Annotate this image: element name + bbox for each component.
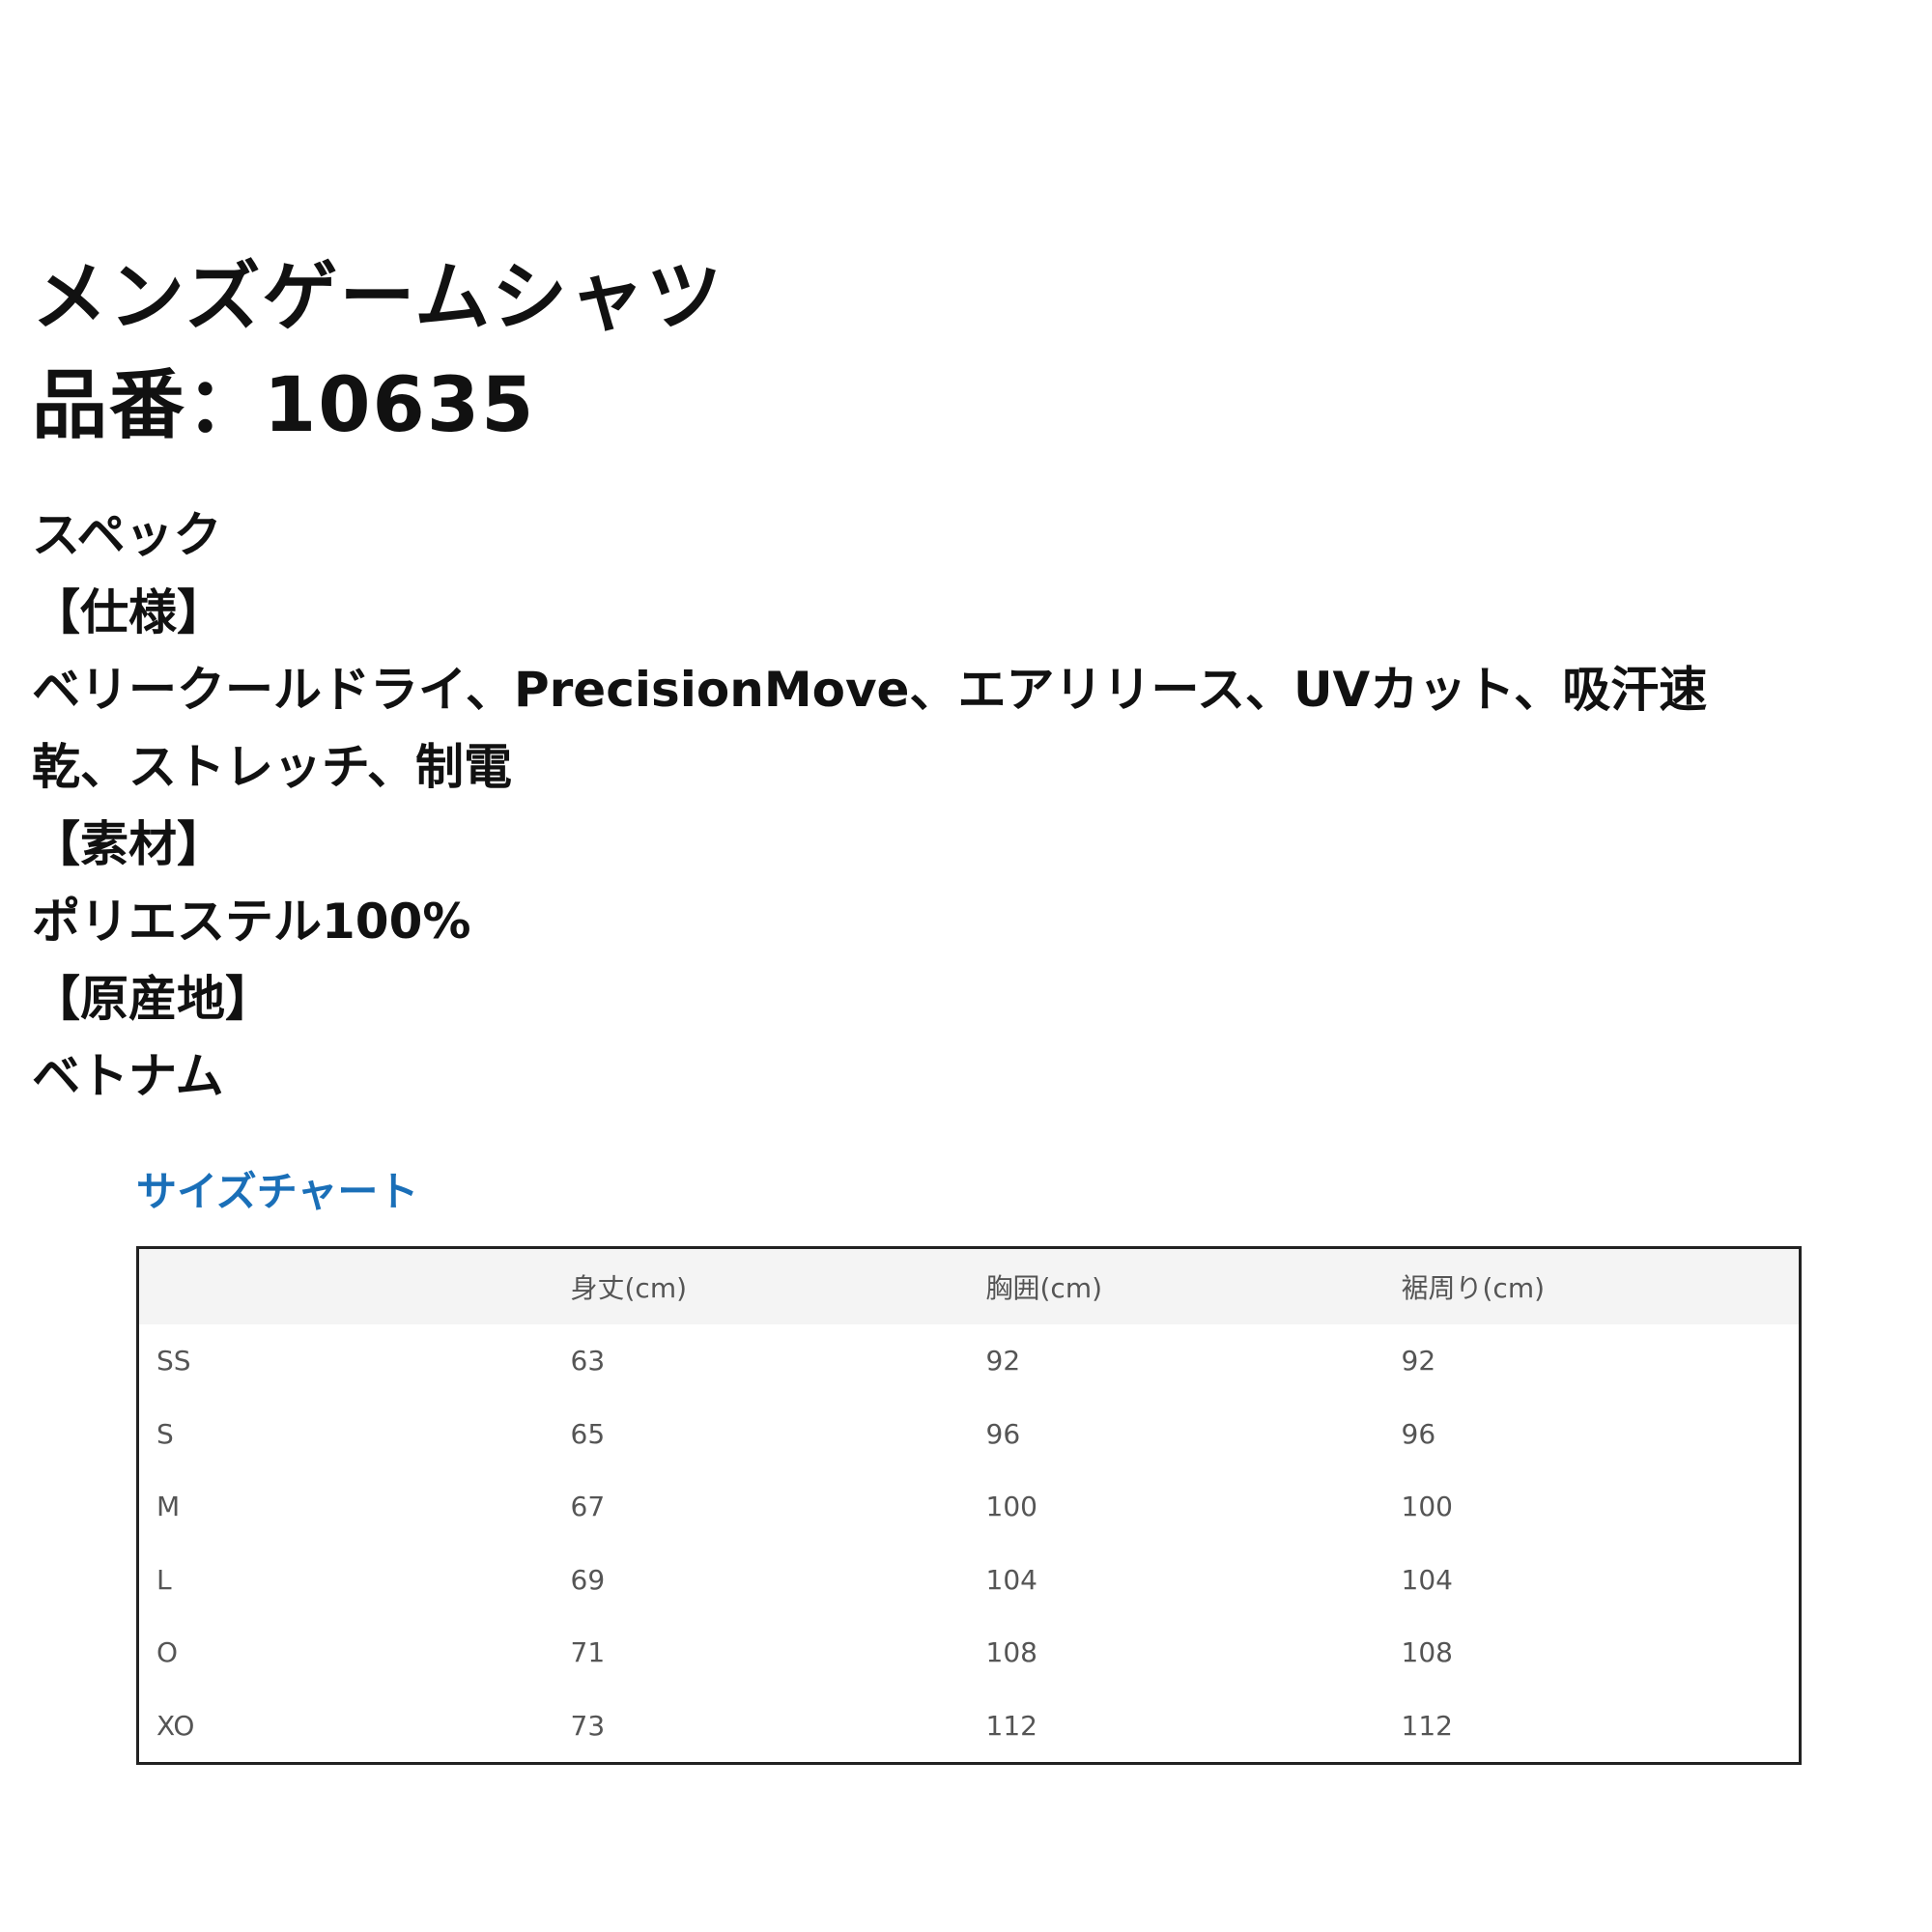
measurement-cell: 104 xyxy=(985,1563,1037,1596)
spec-material: ポリエステル100% xyxy=(32,894,471,950)
spec-features-cont: 乾、ストレッチ、制電 xyxy=(32,739,512,795)
column-header xyxy=(137,1247,554,1324)
spec-heading: スペック xyxy=(32,507,222,563)
measurement-cell: 100 xyxy=(1401,1491,1453,1523)
table-row: M 67 100 100 xyxy=(138,1470,1801,1544)
column-header: 裾周り(cm) xyxy=(1383,1247,1801,1324)
measurement-cell: 73 xyxy=(570,1709,606,1742)
table-row: L 69 104 104 xyxy=(138,1544,1801,1617)
table-header-row: 身丈(cm) 胸囲(cm) 裾周り(cm) xyxy=(137,1247,1801,1324)
spec-material-label: 【素材】 xyxy=(32,816,225,872)
spec-features: ベリークールドライ、PrecisionMove、エアリリース、UVカット、吸汗速 xyxy=(32,662,1708,718)
table-row: XO 73 112 112 xyxy=(138,1690,1801,1764)
measurement-cell: 104 xyxy=(1401,1563,1453,1596)
measurement-cell: 96 xyxy=(985,1417,1021,1450)
measurement-cell: 65 xyxy=(570,1417,606,1450)
measurement-cell: 92 xyxy=(985,1345,1021,1378)
size-label: SS xyxy=(156,1345,191,1378)
product-name: メンズゲームシャツ xyxy=(32,254,724,341)
size-label: S xyxy=(156,1417,174,1450)
size-chart-title: サイズチャート xyxy=(136,1168,419,1215)
measurement-cell: 112 xyxy=(985,1709,1037,1742)
size-label: L xyxy=(156,1563,172,1596)
measurement-cell: 108 xyxy=(985,1636,1037,1669)
measurement-cell: 63 xyxy=(570,1345,606,1378)
measurement-cell: 112 xyxy=(1401,1709,1453,1742)
spec-section: スペック 【仕様】 ベリークールドライ、PrecisionMove、エアリリース… xyxy=(32,497,1925,1115)
size-label: O xyxy=(156,1636,179,1669)
measurement-cell: 92 xyxy=(1401,1345,1436,1378)
table-row: SS 63 92 92 xyxy=(138,1324,1801,1398)
column-header: 身丈(cm) xyxy=(553,1247,969,1324)
table-row: O 71 108 108 xyxy=(138,1616,1801,1690)
size-label: M xyxy=(156,1491,181,1523)
product-number: 品番：10635 xyxy=(32,362,536,449)
spec-features-label: 【仕様】 xyxy=(32,584,225,640)
measurement-cell: 108 xyxy=(1401,1636,1453,1669)
spec-origin: ベトナム xyxy=(32,1048,224,1104)
table-row: S 65 96 96 xyxy=(138,1398,1801,1471)
measurement-cell: 71 xyxy=(570,1636,606,1669)
size-label: XO xyxy=(156,1709,195,1742)
measurement-cell: 100 xyxy=(985,1491,1037,1523)
column-header: 胸囲(cm) xyxy=(968,1247,1384,1324)
measurement-cell: 69 xyxy=(570,1563,606,1596)
measurement-cell: 67 xyxy=(570,1491,606,1523)
spec-origin-label: 【原産地】 xyxy=(32,971,273,1027)
measurement-cell: 96 xyxy=(1401,1417,1436,1450)
size-chart-table: 身丈(cm) 胸囲(cm) 裾周り(cm) SS 63 92 92 S 65 96 96 M 67 10… xyxy=(136,1246,1802,1765)
